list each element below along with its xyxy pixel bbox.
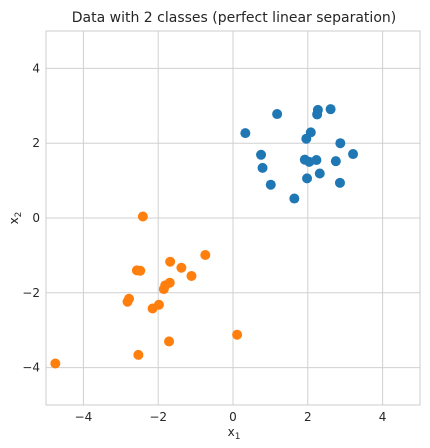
x-tick-label: 0 xyxy=(229,410,237,424)
class-2-point xyxy=(186,270,197,281)
class-1-point xyxy=(265,179,276,190)
class-2-point xyxy=(133,349,144,360)
class-1-point xyxy=(314,168,325,179)
x-axis-label-base: x xyxy=(228,425,235,439)
class-1-point xyxy=(305,127,316,138)
class-1-point xyxy=(325,104,336,115)
class-2-point xyxy=(50,358,61,369)
class-1-point xyxy=(289,193,300,204)
class-2-point xyxy=(232,329,243,340)
y-axis-label: x2 xyxy=(7,212,24,225)
y-tick-label: 0 xyxy=(32,211,40,225)
x-tick-label: 2 xyxy=(304,410,312,424)
class-2-point xyxy=(164,336,175,347)
y-tick-labels: −4 −2 0 2 4 xyxy=(22,61,40,374)
chart-title: Data with 2 classes (perfect linear sepa… xyxy=(72,10,396,26)
class-2-point xyxy=(176,262,187,273)
class-1-point xyxy=(348,149,359,160)
grid xyxy=(46,31,420,405)
class-1-point xyxy=(311,155,322,166)
class-1-point xyxy=(335,138,346,149)
class-2-point xyxy=(122,296,133,307)
plot-frame xyxy=(45,30,421,406)
class-1-point xyxy=(330,156,341,167)
class-2-point xyxy=(135,265,146,276)
x-tick-label: 4 xyxy=(379,410,387,424)
class-1-point xyxy=(257,162,268,173)
x-tick-labels: −4 −2 0 2 4 xyxy=(75,410,387,424)
class-1-point xyxy=(334,177,345,188)
x-tick-label: −2 xyxy=(149,410,167,424)
x-axis-label-subscript: 1 xyxy=(235,432,241,442)
y-axis-label-base: x xyxy=(7,217,21,224)
y-tick-label: −4 xyxy=(22,361,40,375)
class-1-point xyxy=(302,173,313,184)
class-2-point xyxy=(147,303,158,314)
class-2-point xyxy=(137,211,148,222)
y-axis-label-subscript: 2 xyxy=(14,212,24,218)
x-axis-label: x1 xyxy=(228,425,241,442)
class-1-point xyxy=(256,149,267,160)
y-tick-label: −2 xyxy=(22,286,40,300)
class-1-point xyxy=(240,128,251,139)
class-2-point xyxy=(200,250,211,261)
y-tick-label: 2 xyxy=(32,136,40,150)
class-2-point xyxy=(165,256,176,267)
class-1-point xyxy=(272,109,283,120)
y-tick-label: 4 xyxy=(32,61,40,75)
data-points xyxy=(50,104,359,369)
x-tick-label: −4 xyxy=(75,410,93,424)
class-1-point xyxy=(312,109,323,120)
class-2-point xyxy=(158,284,169,295)
